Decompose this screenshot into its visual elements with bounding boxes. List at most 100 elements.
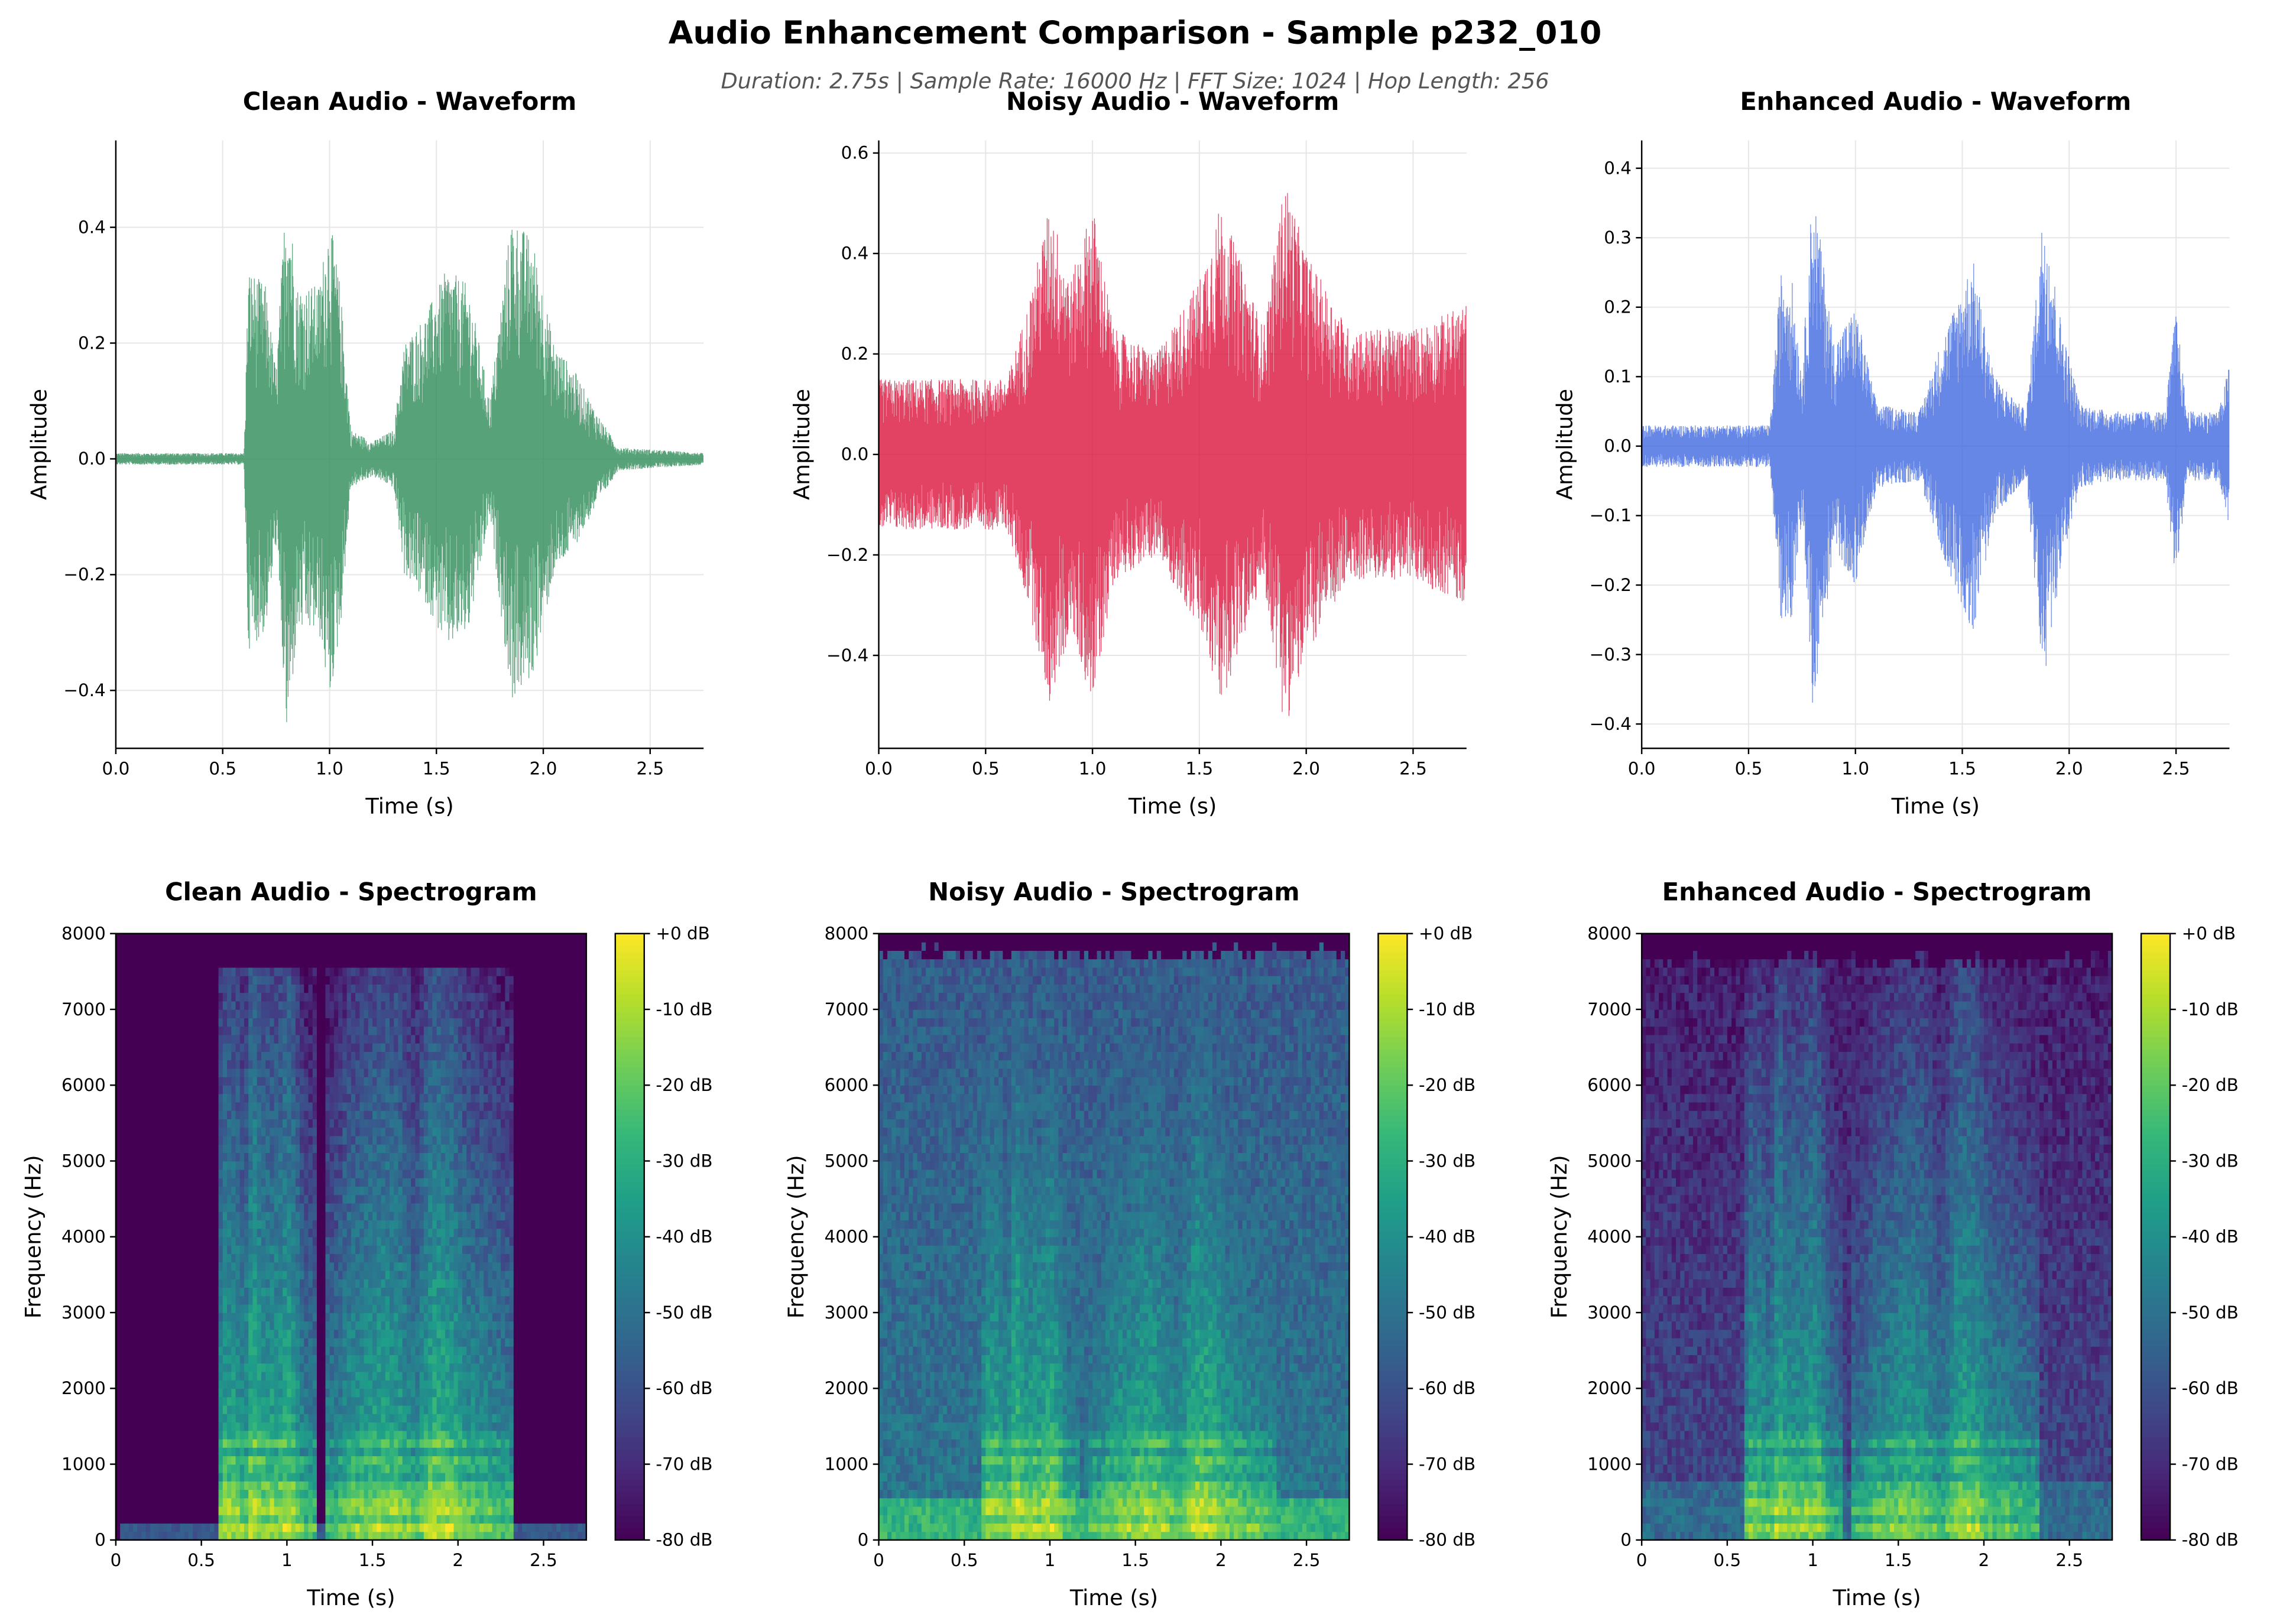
heatmap-cell xyxy=(278,1093,283,1103)
heatmap-cell xyxy=(244,1371,249,1381)
heatmap-cell xyxy=(381,1515,386,1524)
heatmap-cell xyxy=(355,1380,361,1389)
heatmap-cell xyxy=(351,959,356,968)
heatmap-cell xyxy=(377,1018,382,1027)
heatmap-cell xyxy=(180,1438,185,1448)
heatmap-cell xyxy=(188,1498,193,1507)
heatmap-cell xyxy=(300,1009,305,1018)
heatmap-cell xyxy=(278,1523,283,1532)
heatmap-cell xyxy=(231,1144,236,1154)
heatmap-cell xyxy=(300,1515,305,1524)
heatmap-cell xyxy=(231,1186,236,1196)
heatmap-cell xyxy=(188,1363,193,1372)
heatmap-cell xyxy=(201,1304,206,1313)
heatmap-cell xyxy=(210,975,215,985)
heatmap-cell xyxy=(252,941,258,951)
heatmap-cell xyxy=(278,1001,283,1010)
heatmap-cell xyxy=(235,1346,241,1356)
heatmap-cell xyxy=(364,1464,369,1473)
heatmap-cell xyxy=(377,1144,382,1154)
heatmap-cell xyxy=(283,1472,288,1482)
heatmap-cell xyxy=(346,1262,352,1271)
heatmap-cell xyxy=(304,1018,309,1027)
heatmap-cell xyxy=(338,984,343,993)
heatmap-cell xyxy=(364,1498,369,1507)
heatmap-cell xyxy=(231,1169,236,1178)
heatmap-cell xyxy=(137,1304,142,1313)
heatmap-cell xyxy=(377,1093,382,1103)
heatmap-cell xyxy=(222,992,228,1002)
heatmap-cell xyxy=(270,1388,275,1398)
heatmap-cell xyxy=(321,1405,326,1414)
heatmap-cell xyxy=(355,1464,361,1473)
heatmap-cell xyxy=(176,1346,181,1356)
heatmap-cell xyxy=(342,1001,348,1010)
heatmap-cell xyxy=(222,1481,228,1490)
heatmap-cell xyxy=(239,1321,245,1330)
heatmap-cell xyxy=(291,1152,296,1162)
heatmap-cell xyxy=(364,1531,369,1541)
heatmap-cell xyxy=(163,1026,168,1035)
heatmap-cell xyxy=(132,1152,138,1162)
heatmap-cell xyxy=(325,1489,330,1499)
heatmap-cell xyxy=(265,1447,271,1457)
heatmap-cell xyxy=(265,1093,271,1103)
heatmap-cell xyxy=(342,1523,348,1532)
heatmap-cell xyxy=(231,1093,236,1103)
heatmap-cell xyxy=(377,1253,382,1263)
heatmap-cell xyxy=(333,1001,339,1010)
heatmap-cell xyxy=(368,1060,373,1069)
heatmap-cell xyxy=(197,1018,202,1027)
heatmap-cell xyxy=(368,1515,373,1524)
heatmap-cell xyxy=(257,1270,262,1279)
heatmap-cell xyxy=(154,1489,159,1499)
heatmap-cell xyxy=(385,1228,390,1238)
heatmap-cell xyxy=(287,1515,292,1524)
heatmap-cell xyxy=(372,1068,378,1077)
heatmap-cell xyxy=(338,1085,343,1094)
heatmap-cell xyxy=(321,975,326,985)
heatmap-cell xyxy=(141,1228,147,1238)
heatmap-cell xyxy=(325,1405,330,1414)
heatmap-cell xyxy=(150,1135,155,1145)
heatmap-cell xyxy=(283,992,288,1002)
heatmap-cell xyxy=(261,1144,266,1154)
heatmap-cell xyxy=(218,1093,223,1103)
heatmap-cell xyxy=(167,1279,172,1288)
heatmap-cell xyxy=(201,1438,206,1448)
heatmap-cell xyxy=(312,1085,317,1094)
heatmap-cell xyxy=(364,1388,369,1398)
heatmap-cell xyxy=(171,1169,176,1178)
heatmap-cell xyxy=(227,992,232,1002)
heatmap-cell xyxy=(333,1304,339,1313)
heatmap-cell xyxy=(239,1422,245,1431)
waveform-panel-2: 0.0 0.5 1.0 1.5 2.0 2.5−0.4−0.20.00.20.40.6No… xyxy=(789,87,1467,819)
heatmap-cell xyxy=(389,1481,394,1490)
heatmap-cell xyxy=(402,1313,407,1322)
heatmap-cell xyxy=(394,933,399,943)
heatmap-cell xyxy=(150,992,155,1002)
heatmap-cell xyxy=(128,1531,134,1541)
heatmap-cell xyxy=(364,1414,369,1423)
heatmap-cell xyxy=(377,1270,382,1279)
heatmap-cell xyxy=(355,984,361,993)
heatmap-cell xyxy=(158,1135,164,1145)
heatmap-cell xyxy=(283,1194,288,1204)
heatmap-cell xyxy=(227,1169,232,1178)
heatmap-cell xyxy=(124,1422,129,1431)
heatmap-cell xyxy=(274,1018,279,1027)
heatmap-cell xyxy=(150,1194,155,1204)
heatmap-cell xyxy=(163,1076,168,1086)
heatmap-cell xyxy=(222,1515,228,1524)
heatmap-cell xyxy=(287,1346,292,1356)
heatmap-cell xyxy=(346,1169,352,1178)
heatmap-cell xyxy=(257,1414,262,1423)
heatmap-cell xyxy=(283,1001,288,1010)
heatmap-cell xyxy=(287,1523,292,1532)
heatmap-cell xyxy=(145,959,151,968)
heatmap-cell xyxy=(385,1026,390,1035)
heatmap-cell xyxy=(257,959,262,968)
heatmap-cell xyxy=(329,1068,335,1077)
heatmap-cell xyxy=(265,1430,271,1440)
heatmap-cell xyxy=(235,992,241,1002)
